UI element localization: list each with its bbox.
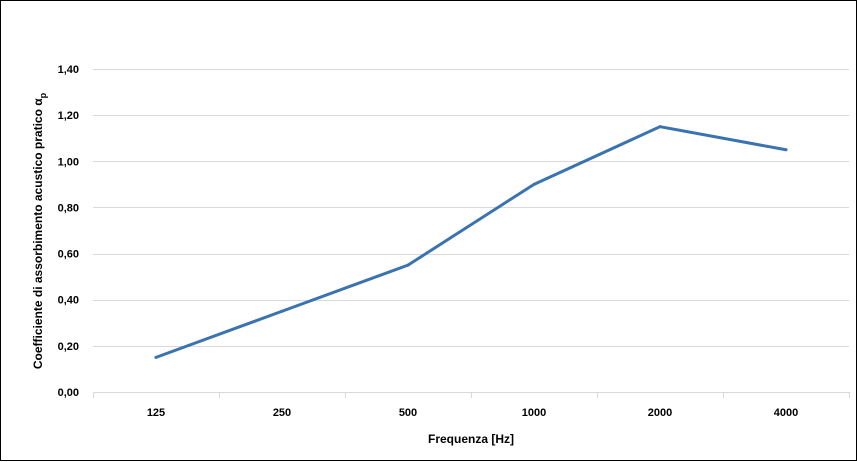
data-point [658,125,662,129]
series-line [154,125,788,359]
y-tick-label: 0,40 [58,295,79,307]
x-tick-label: 250 [273,407,291,419]
data-point [406,263,410,267]
y-tick-label: 0,80 [58,202,79,214]
x-tick-label: 500 [399,407,417,419]
y-tick-label: 1,40 [58,64,79,76]
x-tick-label: 2000 [648,407,672,419]
y-tick-label: 0,00 [58,387,79,399]
y-tick-label: 0,20 [58,341,79,353]
x-tick-label: 1000 [522,407,546,419]
y-axis-title-main: Coefficiente di assorbimento acustico pr… [31,98,45,369]
data-point [784,148,788,152]
data-point [532,182,536,186]
y-tick-label: 1,20 [58,110,79,122]
gridlines [93,69,849,347]
y-tick-label: 0,60 [58,249,79,261]
x-axis-title: Frequenza [Hz] [428,432,514,446]
axes [93,392,850,398]
series [154,125,788,359]
y-axis-title: Coefficiente di assorbimento acustico pr… [31,92,48,369]
x-tick-labels: 125 250 500 1000 2000 4000 [147,407,798,419]
y-tick-label: 1,00 [58,156,79,168]
x-tick-label: 125 [147,407,165,419]
x-tick-label: 4000 [774,407,798,419]
data-point [154,355,158,359]
data-point [280,309,284,313]
y-axis-title-subscript: p [38,92,48,98]
y-tick-labels: 0,00 0,20 0,40 0,60 0,80 1,00 1,20 1,40 [58,64,79,399]
